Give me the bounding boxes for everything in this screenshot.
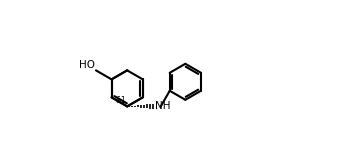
Text: NH: NH [155, 101, 170, 111]
Text: HO: HO [79, 60, 95, 70]
Text: &1: &1 [115, 96, 126, 105]
